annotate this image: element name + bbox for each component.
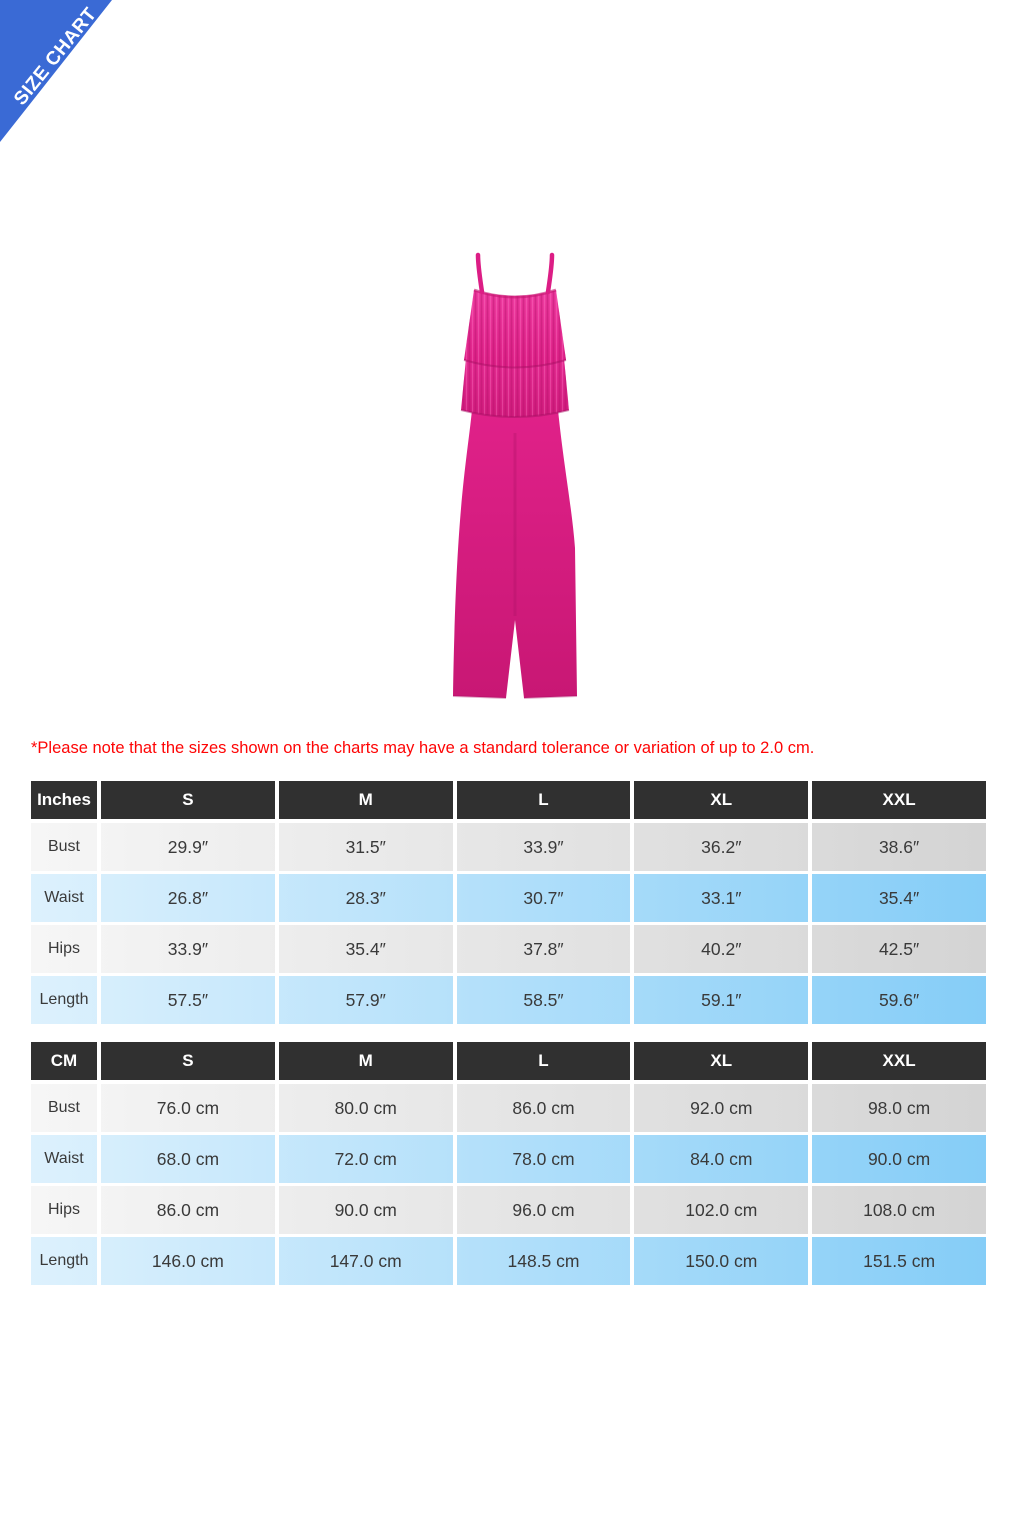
table-row-hips: Hips 86.0 cm 90.0 cm 96.0 cm 102.0 cm 10…	[31, 1186, 986, 1234]
size-header-cell: M	[278, 781, 457, 819]
value-cell: 38.6″	[878, 836, 920, 857]
value-cell: 37.8″	[457, 925, 635, 973]
unit-header-cell: CM	[31, 1042, 101, 1080]
size-header-cell: S	[101, 1042, 279, 1080]
value-cell: 148.5 cm	[457, 1237, 635, 1285]
table-row-length: Length 146.0 cm 147.0 cm 148.5 cm 150.0 …	[31, 1237, 986, 1285]
value-cell: 31.5″	[279, 823, 457, 871]
value-cell: 96.0 cm	[457, 1186, 635, 1234]
value-cell: 33.9″	[457, 823, 635, 871]
row-label: Bust	[31, 1084, 101, 1132]
value-cell: 42.5″	[878, 938, 920, 959]
unit-header-cell: Inches	[31, 781, 101, 819]
value-cell: 102.0 cm	[634, 1186, 813, 1234]
size-header-cell: L	[456, 781, 635, 819]
value-cell: 35.4″	[878, 887, 920, 908]
table-header-row: CM S M L XL XXL	[31, 1042, 986, 1080]
size-chart-ribbon: SIZE CHART	[0, 0, 112, 142]
table-row-bust: Bust 76.0 cm 80.0 cm 86.0 cm 92.0 cm 98.…	[31, 1084, 986, 1132]
size-header-cell: XXL	[812, 1042, 986, 1080]
table-row-waist: Waist 26.8″ 28.3″ 30.7″ 33.1″ 35.4″	[31, 874, 986, 922]
value-cell: 150.0 cm	[634, 1237, 813, 1285]
value-cell: 86.0 cm	[101, 1186, 279, 1234]
value-cell: 76.0 cm	[101, 1084, 279, 1132]
tolerance-note: *Please note that the sizes shown on the…	[31, 739, 815, 757]
value-cell: 59.1″	[634, 976, 813, 1024]
value-cell: 68.0 cm	[101, 1135, 279, 1183]
value-cell: 26.8″	[101, 874, 279, 922]
value-cell: 29.9″	[101, 823, 279, 871]
size-header-cell: M	[278, 1042, 457, 1080]
value-cell: 90.0 cm	[867, 1148, 931, 1169]
value-cell: 40.2″	[634, 925, 813, 973]
size-header-cell: L	[456, 1042, 635, 1080]
value-cell: 30.7″	[457, 874, 635, 922]
value-cell: 33.9″	[101, 925, 279, 973]
value-cell: 90.0 cm	[279, 1186, 457, 1234]
size-header-cell: XXL	[812, 781, 986, 819]
row-label: Waist	[31, 1135, 101, 1183]
ribbon-label: SIZE CHART	[10, 3, 102, 110]
value-cell: 58.5″	[457, 976, 635, 1024]
value-cell: 98.0 cm	[867, 1097, 931, 1118]
value-cell: 72.0 cm	[279, 1135, 457, 1183]
row-label: Length	[31, 976, 101, 1024]
row-label: Hips	[31, 925, 101, 973]
size-header-cell: XL	[634, 781, 813, 819]
row-label: Length	[31, 1237, 101, 1285]
row-label: Bust	[31, 823, 101, 871]
size-table-cm: CM S M L XL XXL Bust 76.0 cm 80.0 cm 86.…	[31, 1042, 986, 1285]
value-cell: 86.0 cm	[457, 1084, 635, 1132]
table-row-bust: Bust 29.9″ 31.5″ 33.9″ 36.2″ 38.6″	[31, 823, 986, 871]
table-header-row: Inches S M L XL XXL	[31, 781, 986, 819]
value-cell: 78.0 cm	[457, 1135, 635, 1183]
value-cell: 57.5″	[101, 976, 279, 1024]
value-cell: 36.2″	[634, 823, 813, 871]
table-row-waist: Waist 68.0 cm 72.0 cm 78.0 cm 84.0 cm 90…	[31, 1135, 986, 1183]
jumpsuit-illustration	[452, 252, 578, 699]
table-row-hips: Hips 33.9″ 35.4″ 37.8″ 40.2″ 42.5″	[31, 925, 986, 973]
table-row-length: Length 57.5″ 57.9″ 58.5″ 59.1″ 59.6″	[31, 976, 986, 1024]
value-cell: 33.1″	[634, 874, 813, 922]
value-cell: 84.0 cm	[634, 1135, 813, 1183]
row-label: Waist	[31, 874, 101, 922]
value-cell: 35.4″	[279, 925, 457, 973]
value-cell: 147.0 cm	[279, 1237, 457, 1285]
size-header-cell: XL	[634, 1042, 813, 1080]
value-cell: 108.0 cm	[863, 1199, 936, 1220]
value-cell: 151.5 cm	[863, 1250, 936, 1271]
value-cell: 59.6″	[878, 989, 920, 1010]
size-table-inches: Inches S M L XL XXL Bust 29.9″ 31.5″ 33.…	[31, 781, 986, 1024]
value-cell: 146.0 cm	[101, 1237, 279, 1285]
value-cell: 80.0 cm	[279, 1084, 457, 1132]
size-header-cell: S	[101, 781, 279, 819]
value-cell: 57.9″	[279, 976, 457, 1024]
value-cell: 28.3″	[279, 874, 457, 922]
value-cell: 92.0 cm	[634, 1084, 813, 1132]
row-label: Hips	[31, 1186, 101, 1234]
product-photo	[420, 248, 610, 710]
